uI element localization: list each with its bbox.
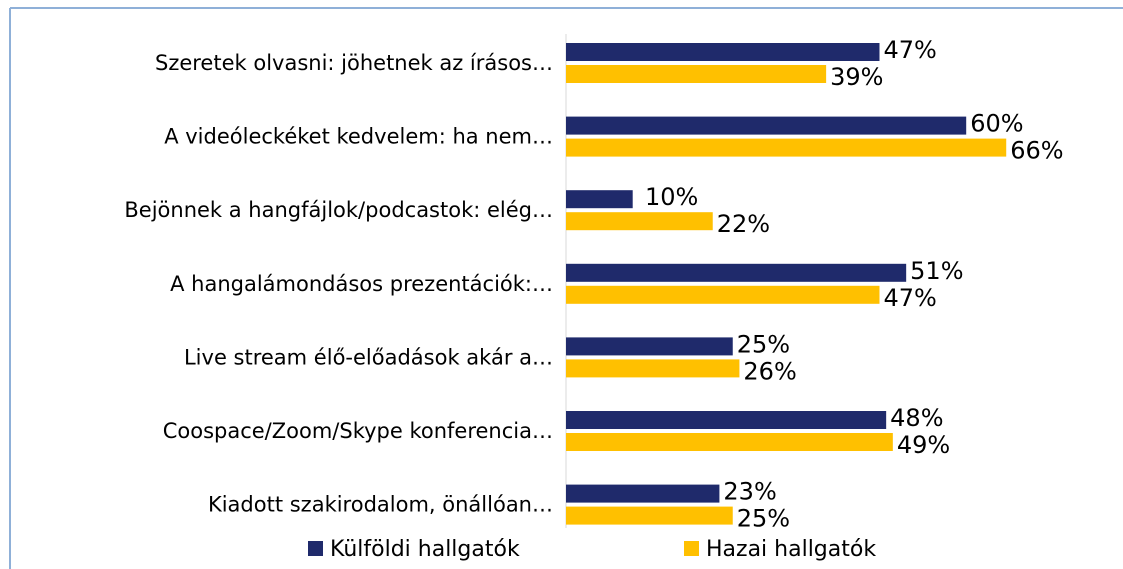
value-label: 22% bbox=[717, 210, 770, 238]
bar bbox=[566, 484, 720, 503]
bar bbox=[566, 433, 893, 451]
category-label: Kiadott szakirodalom, önállóan… bbox=[208, 493, 553, 517]
bar bbox=[566, 337, 733, 356]
category-label: A hangalámondásos prezentációk:… bbox=[170, 272, 553, 296]
value-label: 49% bbox=[897, 431, 950, 459]
legend-swatch bbox=[684, 541, 699, 556]
category-label: Szeretek olvasni: jöhetnek az írásos… bbox=[155, 51, 553, 75]
bar bbox=[566, 506, 733, 525]
legend-swatch bbox=[308, 541, 323, 556]
value-label: 23% bbox=[723, 478, 776, 506]
category-label: Coospace/Zoom/Skype konferencia… bbox=[163, 419, 553, 443]
value-label: 25% bbox=[737, 330, 790, 358]
value-label: 26% bbox=[743, 357, 796, 385]
bar bbox=[566, 116, 967, 135]
legend-label: Hazai hallgatók bbox=[706, 537, 876, 562]
bar bbox=[566, 65, 827, 83]
value-label: 47% bbox=[883, 284, 936, 312]
value-label: 25% bbox=[737, 505, 790, 533]
category-label: A videóleckéket kedvelem: ha nem… bbox=[164, 125, 553, 149]
bar bbox=[566, 359, 740, 378]
legend-label: Külföldi hallgatók bbox=[330, 537, 520, 562]
value-label: 66% bbox=[1010, 137, 1063, 165]
bar bbox=[566, 212, 713, 231]
value-label: 47% bbox=[883, 36, 936, 64]
bar bbox=[566, 263, 907, 282]
value-label: 39% bbox=[830, 63, 883, 91]
bar bbox=[566, 411, 887, 429]
value-label: 51% bbox=[910, 257, 963, 285]
value-label: 48% bbox=[890, 404, 943, 432]
value-label: 10% bbox=[645, 183, 698, 211]
bar bbox=[566, 138, 1007, 157]
bar bbox=[566, 190, 633, 209]
bar bbox=[566, 43, 880, 61]
value-label: 60% bbox=[970, 110, 1023, 138]
category-label: Bejönnek a hangfájlok/podcastok: elég… bbox=[124, 198, 553, 222]
bar bbox=[566, 285, 880, 304]
category-label: Live stream élő-előadások akár a… bbox=[184, 345, 553, 369]
